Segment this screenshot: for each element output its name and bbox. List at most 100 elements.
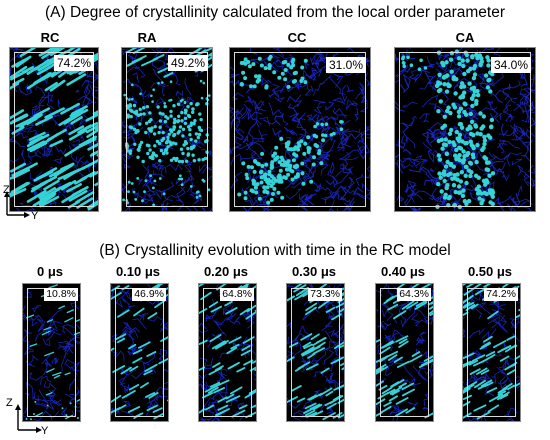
molecule-mark	[174, 158, 178, 163]
molecule-mark	[154, 97, 166, 106]
molecule-mark	[180, 183, 184, 187]
molecule-mark	[457, 122, 463, 127]
molecule-mark	[401, 300, 415, 310]
crystallinity-badge-040us: 64.3%	[397, 288, 431, 301]
molecule-mark	[286, 172, 291, 177]
molecule-mark	[463, 394, 473, 401]
molecule-mark	[75, 191, 95, 204]
frame-040us: 64.3%	[375, 283, 434, 422]
molecule-mark	[230, 171, 243, 189]
molecule-mark	[233, 127, 245, 135]
molecule-mark	[277, 179, 282, 184]
molecule-mark	[86, 128, 98, 138]
molecule-mark	[219, 352, 233, 359]
molecule-mark	[300, 364, 314, 373]
molecule-mark	[469, 119, 475, 125]
molecule-mark	[463, 384, 475, 392]
molecule-mark	[306, 420, 308, 421]
molecule-mark	[293, 99, 303, 109]
molecule-mark	[366, 125, 370, 139]
molecule-mark	[124, 383, 130, 394]
snapshot-cc: 31.0%	[229, 47, 371, 212]
molecule-mark	[64, 317, 74, 323]
molecule-mark	[65, 363, 80, 372]
molecule-mark	[23, 407, 28, 419]
molecule-mark	[304, 85, 314, 96]
molecule-mark	[490, 71, 504, 87]
molecule-mark	[133, 191, 147, 204]
molecule-mark	[178, 177, 181, 181]
molecule-mark	[250, 189, 255, 194]
molecule-mark	[64, 393, 76, 404]
molecule-mark	[151, 153, 155, 158]
molecule-mark	[94, 89, 98, 92]
molecule-mark	[129, 108, 133, 112]
molecule-mark	[430, 301, 433, 305]
molecule-mark	[463, 284, 467, 287]
molecule-mark	[125, 144, 130, 148]
molecule-mark	[284, 144, 289, 149]
molecule-mark	[286, 84, 291, 89]
molecule-mark	[453, 189, 458, 195]
molecule-mark	[178, 174, 182, 178]
molecule-mark	[442, 123, 447, 128]
molecule-mark	[144, 165, 152, 187]
molecule-mark	[481, 124, 486, 129]
molecule-mark	[503, 97, 518, 114]
molecule-mark	[340, 196, 356, 208]
molecule-mark	[30, 418, 32, 421]
molecule-mark	[25, 209, 35, 211]
molecule-mark	[481, 114, 486, 119]
molecule-mark	[148, 111, 152, 115]
molecule-mark	[122, 400, 132, 408]
molecule-mark	[443, 164, 449, 169]
molecule-mark	[319, 161, 324, 166]
molecule-mark	[203, 156, 208, 161]
molecule-mark	[442, 178, 447, 184]
molecule-mark	[291, 79, 296, 84]
molecule-mark	[10, 181, 30, 196]
molecule-mark	[195, 102, 200, 106]
molecule-mark	[332, 97, 346, 105]
molecule-mark	[464, 152, 470, 158]
molecule-mark	[144, 131, 151, 139]
molecule-mark	[68, 125, 85, 136]
molecule-mark	[171, 204, 185, 211]
molecule-mark	[37, 71, 57, 83]
molecule-mark	[228, 363, 238, 370]
molecule-mark	[476, 373, 488, 381]
molecule-mark	[296, 113, 306, 124]
molecule-mark	[45, 328, 55, 337]
molecule-mark	[128, 81, 142, 93]
molecule-mark	[287, 103, 299, 120]
molecule-mark	[473, 123, 478, 128]
molecule-mark	[471, 85, 477, 90]
molecule-mark	[81, 159, 98, 170]
molecule-mark	[111, 407, 121, 414]
molecule-mark	[249, 84, 253, 89]
molecule-mark	[424, 316, 433, 325]
molecule-mark	[276, 175, 281, 180]
molecule-mark	[200, 410, 215, 421]
axis-indicator-b: Z Y	[4, 396, 48, 438]
molecule-mark	[84, 70, 98, 78]
molecule-mark	[415, 348, 427, 357]
molecule-mark	[164, 293, 168, 298]
molecule-mark	[172, 132, 177, 137]
molecule-mark	[446, 105, 451, 110]
molecule-mark	[53, 156, 63, 165]
molecule-mark	[126, 113, 130, 117]
molecule-mark	[465, 127, 470, 132]
molecule-mark	[347, 48, 357, 54]
molecule-mark	[314, 57, 326, 72]
molecule-mark	[195, 191, 199, 194]
molecule-mark	[24, 393, 30, 397]
molecule-mark	[520, 71, 528, 87]
molecule-mark	[328, 76, 346, 95]
molecule-mark	[280, 195, 285, 200]
molecule-mark	[159, 148, 164, 153]
molecule-mark	[291, 335, 299, 347]
molecule-mark	[23, 315, 35, 321]
molecule-mark	[325, 101, 335, 111]
molecule-mark	[395, 397, 409, 405]
